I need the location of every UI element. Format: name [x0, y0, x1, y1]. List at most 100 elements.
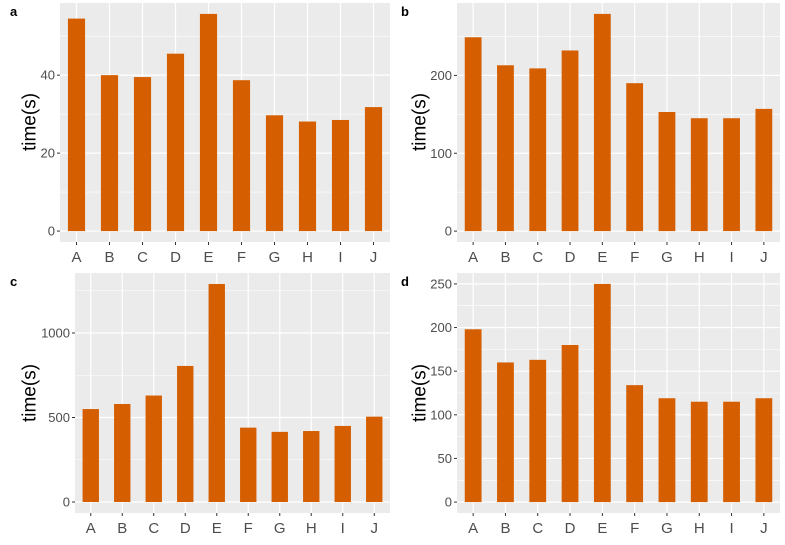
y-tick-label: 250	[430, 276, 452, 291]
bar-A	[82, 409, 99, 503]
x-tick-label: D	[565, 249, 576, 266]
x-tick-label: G	[269, 249, 281, 266]
bar-A	[464, 329, 482, 503]
y-tick-label: 50	[438, 451, 452, 466]
x-tick-label: B	[117, 520, 127, 537]
bar-E	[593, 283, 611, 503]
x-tick-label: H	[694, 249, 705, 266]
y-tick-label: 100	[430, 407, 452, 422]
bar-G	[265, 115, 284, 232]
bar-F	[232, 80, 251, 232]
x-tick-label: G	[274, 520, 286, 537]
y-tick-label: 0	[63, 495, 70, 510]
y-tick-label: 0	[445, 495, 452, 510]
x-tick-label: H	[694, 520, 705, 537]
x-tick-label: F	[237, 249, 246, 266]
bar-E	[199, 13, 218, 232]
bar-F	[240, 427, 257, 503]
bar-H	[298, 121, 317, 232]
bar-B	[114, 403, 131, 503]
bar-I	[723, 401, 740, 503]
x-tick-label: E	[212, 520, 222, 537]
x-tick-label: G	[661, 520, 673, 537]
bar-J	[366, 416, 383, 503]
y-tick-label: 100	[430, 146, 452, 161]
x-tick-label: H	[306, 520, 317, 537]
x-tick-label: C	[137, 249, 148, 266]
x-tick-label: F	[630, 249, 639, 266]
y-tick-label: 20	[41, 146, 55, 161]
bar-H	[690, 401, 708, 503]
x-tick-label: J	[760, 249, 768, 266]
bar-C	[133, 77, 152, 232]
x-tick-label: A	[86, 520, 96, 537]
y-tick-label: 1000	[41, 326, 70, 341]
panel-letter: d	[401, 274, 409, 289]
x-tick-label: I	[341, 520, 345, 537]
y-axis-title: time(s)	[410, 364, 431, 422]
bar-H	[690, 118, 708, 232]
bar-I	[331, 119, 350, 232]
x-tick-label: J	[370, 249, 378, 266]
bar-G	[658, 111, 676, 232]
x-tick-label: B	[500, 249, 510, 266]
x-tick-label: D	[180, 520, 191, 537]
x-tick-label: B	[104, 249, 114, 266]
bar-D	[177, 365, 194, 503]
y-axis-title: time(s)	[20, 93, 41, 151]
bar-I	[334, 425, 351, 503]
bar-J	[364, 107, 383, 232]
x-tick-label: D	[565, 520, 576, 537]
bar-F	[626, 83, 644, 232]
y-axis-title: time(s)	[410, 93, 431, 151]
bar-C	[145, 395, 162, 503]
y-tick-label: 150	[430, 364, 452, 379]
x-tick-label: G	[661, 249, 673, 266]
x-tick-label: H	[302, 249, 313, 266]
bar-D	[166, 53, 185, 232]
x-tick-label: F	[244, 520, 253, 537]
x-tick-label: C	[148, 520, 159, 537]
bar-G	[271, 431, 288, 503]
x-tick-label: C	[532, 520, 543, 537]
bar-D	[561, 345, 579, 503]
panel-letter: a	[10, 4, 18, 19]
bar-G	[658, 398, 676, 503]
x-tick-label: C	[532, 249, 543, 266]
x-tick-label: B	[500, 520, 510, 537]
bar-B	[497, 65, 514, 232]
bar-E	[593, 13, 611, 232]
y-tick-label: 40	[41, 68, 55, 83]
x-tick-label: E	[597, 249, 607, 266]
y-tick-label: 0	[48, 224, 55, 239]
y-tick-label: 500	[48, 410, 70, 425]
bar-I	[723, 118, 740, 232]
bar-F	[626, 385, 644, 503]
x-tick-label: F	[630, 520, 639, 537]
x-tick-label: I	[729, 249, 733, 266]
y-tick-label: 0	[445, 224, 452, 239]
bar-J	[755, 108, 773, 232]
bar-C	[529, 359, 547, 503]
bar-J	[755, 398, 773, 503]
bar-A	[464, 37, 482, 232]
bar-A	[67, 18, 86, 232]
bar-C	[529, 68, 547, 232]
x-tick-label: E	[597, 520, 607, 537]
panel-letter: c	[10, 274, 17, 289]
x-tick-label: I	[338, 249, 342, 266]
x-tick-label: A	[468, 249, 478, 266]
x-tick-label: I	[729, 520, 733, 537]
y-tick-label: 200	[430, 68, 452, 83]
x-tick-label: A	[468, 520, 478, 537]
panel-letter: b	[401, 4, 409, 19]
y-axis-title: time(s)	[20, 364, 41, 422]
y-tick-label: 200	[430, 320, 452, 335]
bar-B	[100, 75, 119, 232]
bar-B	[497, 362, 514, 503]
